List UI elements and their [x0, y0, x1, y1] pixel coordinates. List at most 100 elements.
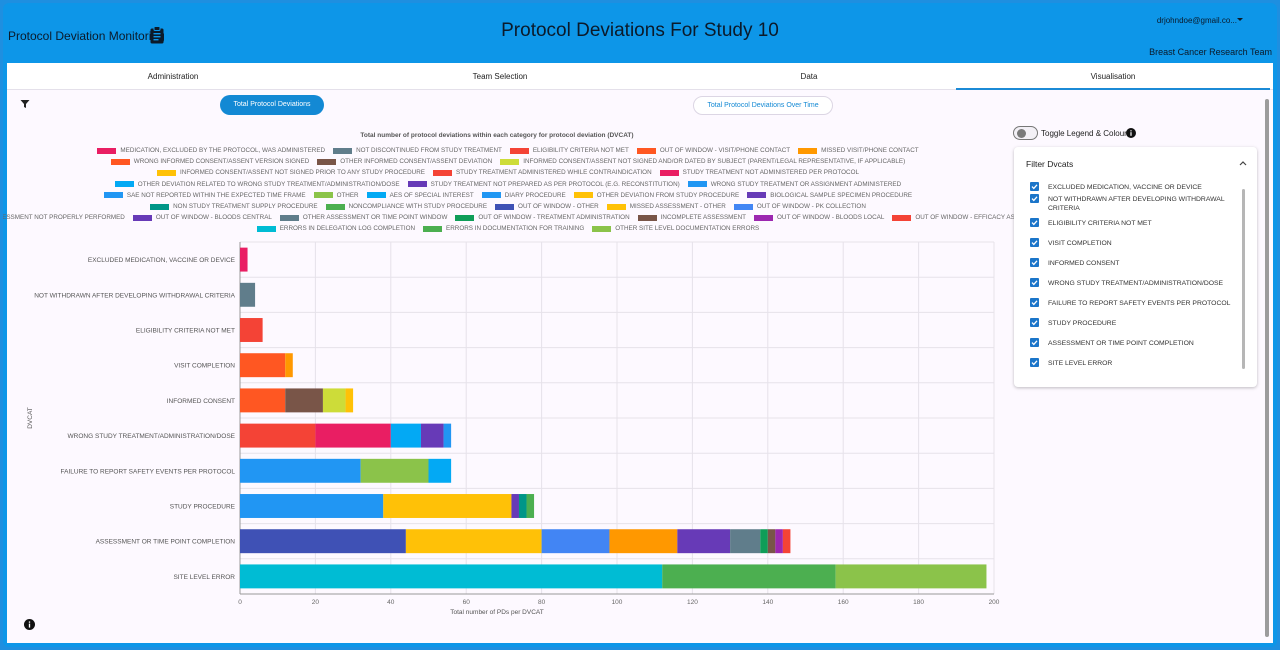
- legend-item[interactable]: ERRORS IN DELEGATION LOG COMPLETION: [256, 225, 415, 232]
- legend-item[interactable]: INFORMED CONSENT/ASSENT NOT SIGNED AND/O…: [500, 158, 905, 165]
- legend-item[interactable]: MISSED VISIT/PHONE CONTACT: [798, 147, 919, 154]
- legend-row: MEDICATION, EXCLUDED BY THE PROTOCOL, WA…: [23, 145, 993, 156]
- total-protocol-deviations-over-time-button[interactable]: Total Protocol Deviations Over Time: [693, 96, 833, 115]
- filter-scrollbar-thumb[interactable]: [1242, 189, 1245, 369]
- filter-item-label: ASSESSMENT OR TIME POINT COMPLETION: [1048, 340, 1194, 347]
- legend-item[interactable]: OUT OF WINDOW - VISIT/PHONE CONTACT: [636, 147, 791, 155]
- legend-item[interactable]: ERRORS IN DOCUMENTATION FOR TRAINING: [423, 225, 584, 232]
- legend-item[interactable]: WRONG STUDY TREATMENT OR ASSIGNMENT ADMI…: [687, 181, 901, 188]
- tab-data[interactable]: Data: [800, 72, 818, 81]
- y-tick-label: EXCLUDED MEDICATION, VACCINE OR DEVICE: [88, 257, 236, 264]
- legend-item[interactable]: OUT OF WINDOW - EFFICACY ASSESSMENT: [892, 214, 1049, 221]
- checkbox-checked-icon[interactable]: [1030, 298, 1039, 307]
- legend-item[interactable]: ASSESSMENT NOT PROPERLY PERFORMED: [3, 214, 125, 221]
- legend-item[interactable]: MISSED ASSESSMENT - OTHER: [606, 203, 726, 210]
- team-name: Breast Cancer Research Team: [1149, 47, 1272, 57]
- bar-segment: [360, 458, 429, 483]
- chevron-up-icon[interactable]: [1239, 160, 1247, 166]
- legend-item[interactable]: ELIGIBILITY CRITERIA NOT MET: [509, 147, 629, 155]
- filter-item-label: FAILURE TO REPORT SAFETY EVENTS PER PROT…: [1048, 300, 1231, 307]
- app-header: Protocol Deviation Monitoring Protocol D…: [3, 3, 1277, 63]
- x-tick-label: 200: [989, 599, 1000, 606]
- legend-label: OUT OF WINDOW - BLOODS LOCAL: [777, 214, 885, 222]
- legend-item[interactable]: OTHER DEVIATION FROM STUDY PROCEDURE: [573, 192, 739, 199]
- checkbox-checked-icon[interactable]: [1030, 318, 1039, 327]
- x-tick-label: 140: [762, 599, 773, 606]
- tab-administration[interactable]: Administration: [147, 72, 199, 81]
- filter-item-label: VISIT COMPLETION: [1048, 240, 1112, 247]
- legend-label: NOT DISCONTINUED FROM STUDY TREATMENT: [356, 147, 502, 155]
- legend-item[interactable]: STUDY TREATMENT NOT ADMINISTERED PER PRO…: [659, 169, 859, 176]
- app-name: Protocol Deviation Monitoring: [8, 29, 165, 43]
- bar-segment: [240, 388, 286, 413]
- legend-item[interactable]: OTHER DEVIATION RELATED TO WRONG STUDY T…: [114, 181, 400, 188]
- checkbox-checked-icon[interactable]: [1030, 358, 1039, 367]
- legend-item[interactable]: STUDY TREATMENT ADMINISTERED WHILE CONTR…: [432, 169, 652, 176]
- info-icon[interactable]: [1126, 128, 1136, 138]
- x-tick-label: 0: [238, 599, 242, 606]
- legend-item[interactable]: DIARY PROCEDURE: [481, 192, 566, 199]
- legend-label: STUDY TREATMENT NOT PREPARED AS PER PROT…: [430, 180, 680, 188]
- legend-item[interactable]: INFORMED CONSENT/ASSENT NOT SIGNED PRIOR…: [157, 169, 425, 176]
- legend-label: WRONG INFORMED CONSENT/ASSENT VERSION SI…: [133, 158, 310, 166]
- legend-item[interactable]: MEDICATION, EXCLUDED BY THE PROTOCOL, WA…: [97, 147, 325, 154]
- legend-item[interactable]: WRONG INFORMED CONSENT/ASSENT VERSION SI…: [110, 158, 310, 166]
- legend-item[interactable]: OTHER INFORMED CONSENT/ASSENT DEVIATION: [317, 158, 492, 165]
- legend-item[interactable]: OUT OF WINDOW - PK COLLECTION: [733, 203, 866, 210]
- legend-item[interactable]: OUT OF WINDOW - OTHER: [495, 203, 599, 210]
- legend-item[interactable]: OTHER SITE LEVEL DOCUMENTATION ERRORS: [592, 225, 759, 232]
- total-protocol-deviations-button[interactable]: Total Protocol Deviations: [220, 95, 324, 115]
- legend-label: OUT OF WINDOW - VISIT/PHONE CONTACT: [659, 147, 791, 155]
- bar-segment: [315, 423, 391, 448]
- checkbox-checked-icon[interactable]: [1030, 258, 1039, 267]
- filter-title: Filter Dvcats: [1026, 159, 1074, 169]
- legend-item[interactable]: OTHER ASSESSMENT OR TIME POINT WINDOW: [279, 214, 447, 221]
- legend-row: ASSESSMENT NOT PROPERLY PERFORMED OUT OF …: [3, 212, 1049, 223]
- tab-team-selection[interactable]: Team Selection: [472, 72, 528, 81]
- checkbox-checked-icon[interactable]: [1030, 338, 1039, 347]
- funnel-icon[interactable]: [20, 99, 30, 109]
- legend-item[interactable]: SAE NOT REPORTED WITHIN THE EXPECTED TIM…: [103, 192, 306, 199]
- legend-item[interactable]: NONCOMPLIANCE WITH STUDY PROCEDURE: [325, 203, 487, 210]
- caret-down-icon[interactable]: [1237, 18, 1243, 21]
- legend-swatch: [432, 169, 452, 176]
- legend-swatch: [157, 169, 177, 176]
- x-tick-label: 100: [612, 599, 623, 606]
- legend-item[interactable]: OUT OF WINDOW - TREATMENT ADMINISTRATION: [455, 214, 630, 221]
- legend-swatch: [114, 181, 134, 188]
- legend-item[interactable]: OTHER: [313, 192, 359, 199]
- bar-segment: [609, 529, 678, 554]
- user-menu[interactable]: drjohndoe@gmail.co...: [1156, 16, 1237, 25]
- legend-item[interactable]: NOT DISCONTINUED FROM STUDY TREATMENT: [333, 147, 502, 154]
- bar-segment: [240, 458, 361, 483]
- legend-item[interactable]: OUT OF WINDOW - BLOODS LOCAL: [754, 214, 884, 221]
- legend-item[interactable]: STUDY TREATMENT NOT PREPARED AS PER PROT…: [407, 180, 680, 188]
- checkbox-checked-icon[interactable]: [1030, 218, 1039, 227]
- legend-label: MISSED VISIT/PHONE CONTACT: [821, 147, 919, 155]
- legend-label: ELIGIBILITY CRITERIA NOT MET: [532, 147, 629, 155]
- legend-swatch: [495, 203, 515, 210]
- checkbox-checked-icon[interactable]: [1030, 238, 1039, 247]
- x-tick-label: 40: [387, 599, 395, 606]
- legend-item[interactable]: NON STUDY TREATMENT SUPPLY PROCEDURE: [150, 203, 318, 210]
- checkbox-checked-icon[interactable]: [1030, 182, 1039, 191]
- legend-item[interactable]: OUT OF WINDOW - BLOODS CENTRAL: [132, 214, 272, 221]
- legend-swatch: [754, 214, 774, 221]
- legend-swatch: [97, 147, 117, 154]
- legend-label: INFORMED CONSENT/ASSENT NOT SIGNED PRIOR…: [180, 169, 425, 177]
- tab-bar: Administration Team Selection Data Visua…: [7, 63, 1273, 90]
- legend-item[interactable]: BIOLOGICAL SAMPLE SPECIMEN PROCEDURE: [747, 192, 912, 199]
- legend-item[interactable]: AES OF SPECIAL INTEREST: [366, 192, 474, 199]
- bar-segment: [390, 423, 421, 448]
- page-scrollbar-thumb[interactable]: [1265, 99, 1269, 637]
- checkbox-checked-icon[interactable]: [1030, 194, 1039, 203]
- legend-swatch: [798, 147, 818, 154]
- filter-item-label: NOT WITHDRAWN AFTER DEVELOPING WITHDRAWA…: [1048, 196, 1225, 212]
- legend-toggle-switch[interactable]: [1013, 126, 1038, 140]
- info-icon[interactable]: [24, 619, 35, 630]
- legend-item[interactable]: INCOMPLETE ASSESSMENT: [637, 214, 746, 221]
- legend-swatch: [659, 169, 679, 176]
- legend-row: ERRORS IN DELEGATION LOG COMPLETION ERROR…: [23, 223, 993, 234]
- tab-visualisation[interactable]: Visualisation: [956, 63, 1270, 90]
- checkbox-checked-icon[interactable]: [1030, 278, 1039, 287]
